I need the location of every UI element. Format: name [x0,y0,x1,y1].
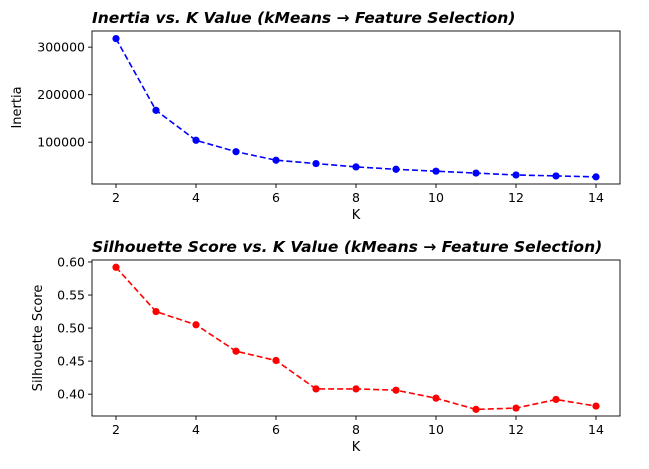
data-point [472,169,480,177]
data-point [192,136,200,144]
data-point [592,173,600,181]
series-line [115,38,597,178]
data-point [312,159,320,168]
x-tick-label: 12 [508,190,524,205]
y-tick-label: 300000 [37,40,85,55]
data-point [552,395,560,404]
x-tick-label: 8 [352,190,360,205]
y-tick-label: 0.60 [57,254,85,269]
x-tick-label: 12 [508,422,524,437]
y-axis-label: Silhouette Score [31,285,46,392]
x-axis-label: K [352,440,361,455]
axes-frame [91,30,621,185]
data-point [392,386,400,394]
chart-2: Silhouette Score vs. K Value (kMeans → F… [31,238,621,455]
y-axis-label: Inertia [10,86,25,128]
data-point [352,385,360,393]
x-tick-label: 2 [112,422,120,437]
data-point [512,404,520,412]
data-point [152,106,160,114]
y-tick-label: 0.45 [57,354,85,369]
chart-title: Inertia vs. K Value (kMeans → Feature Se… [92,9,515,27]
y-tick-label: 0.40 [57,387,85,402]
x-tick-label: 2 [112,190,120,205]
data-point [472,405,480,413]
y-tick-label: 100000 [37,135,85,150]
data-point [312,385,320,393]
x-tick-label: 10 [428,422,444,437]
x-tick-label: 14 [588,422,604,437]
data-point [352,163,360,171]
y-tick-label: 0.50 [57,321,85,336]
data-point [152,307,160,316]
data-point [512,171,520,179]
x-tick-label: 6 [272,422,280,437]
chart-title: Silhouette Score vs. K Value (kMeans → F… [92,238,602,256]
data-point [232,347,240,355]
data-point [112,263,120,271]
x-axis-label: K [352,208,361,223]
x-tick-label: 4 [192,422,200,437]
x-tick-label: 14 [588,190,604,205]
y-tick-label: 0.55 [57,288,85,303]
data-point [112,35,120,43]
data-point [592,402,600,410]
x-tick-label: 4 [192,190,200,205]
x-tick-label: 10 [428,190,444,205]
x-tick-label: 6 [272,190,280,205]
data-point [232,148,240,156]
data-point [432,394,440,402]
data-point [192,321,200,329]
data-point [392,165,400,173]
x-tick-label: 8 [352,422,360,437]
data-point [552,172,560,180]
y-tick-label: 200000 [37,87,85,102]
data-point [272,156,280,164]
data-point [272,356,280,365]
data-point [432,167,440,175]
chart-1: Inertia vs. K Value (kMeans → Feature Se… [10,9,621,223]
axes-frame [91,259,621,417]
